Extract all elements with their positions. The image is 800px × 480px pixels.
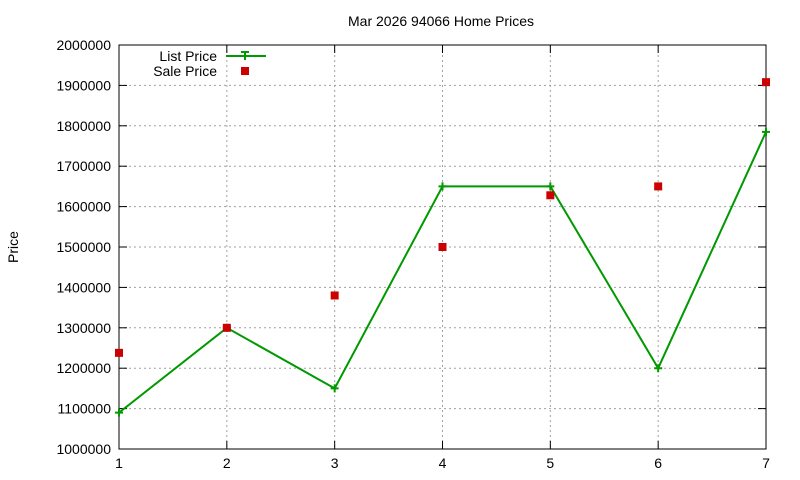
sale-price-point <box>762 78 770 87</box>
x-tick-label: 6 <box>654 455 662 471</box>
chart-title: Mar 2026 94066 Home Prices <box>348 13 534 29</box>
y-tick-label: 1000000 <box>56 441 111 457</box>
y-tick-label: 1100000 <box>58 401 112 417</box>
y-tick-label: 1800000 <box>56 118 111 134</box>
list-price-point <box>546 182 555 191</box>
y-tick-label: 1200000 <box>56 360 111 376</box>
y-tick-label: 1700000 <box>56 158 111 174</box>
y-tick-labels: 1000000 1100000 1200000 1300000 1400000 15000… <box>56 37 111 457</box>
legend-marker-sale-price <box>241 67 249 75</box>
x-tick-label: 2 <box>223 455 231 471</box>
series <box>115 78 770 417</box>
sale-price-point <box>115 348 123 357</box>
y-tick-label: 1300000 <box>56 320 111 336</box>
sale-price-point <box>546 191 555 200</box>
list-price-point <box>438 182 447 191</box>
x-tick-label: 1 <box>115 455 123 471</box>
sale-price-point <box>438 243 447 251</box>
x-tick-label: 5 <box>546 455 554 471</box>
y-axis-label: Price <box>5 231 21 263</box>
list-price-point <box>762 127 770 136</box>
y-tick-label: 1900000 <box>56 77 111 93</box>
y-tick-label: 1500000 <box>56 239 111 255</box>
list-price-point <box>654 364 663 373</box>
x-tick-label: 4 <box>439 455 447 471</box>
legend-label-list-price: List Price <box>159 48 217 64</box>
legend-marker-list-price <box>241 51 249 60</box>
list-price-point <box>115 408 123 417</box>
y-tick-label: 1400000 <box>56 279 111 295</box>
x-tick-label: 7 <box>762 455 770 471</box>
sale-price-point <box>222 323 231 332</box>
sale-price-point <box>330 291 339 300</box>
x-tick-label: 3 <box>331 455 339 471</box>
legend-label-sale-price: Sale Price <box>153 63 217 79</box>
list-price-point <box>330 384 339 393</box>
y-tick-label: 2000000 <box>56 37 111 53</box>
x-tick-labels: 1 2 3 4 5 6 7 <box>115 455 770 471</box>
legend: List Price Sale Price <box>153 48 266 79</box>
sale-price-point <box>654 182 663 191</box>
y-tick-label: 1600000 <box>56 199 111 215</box>
